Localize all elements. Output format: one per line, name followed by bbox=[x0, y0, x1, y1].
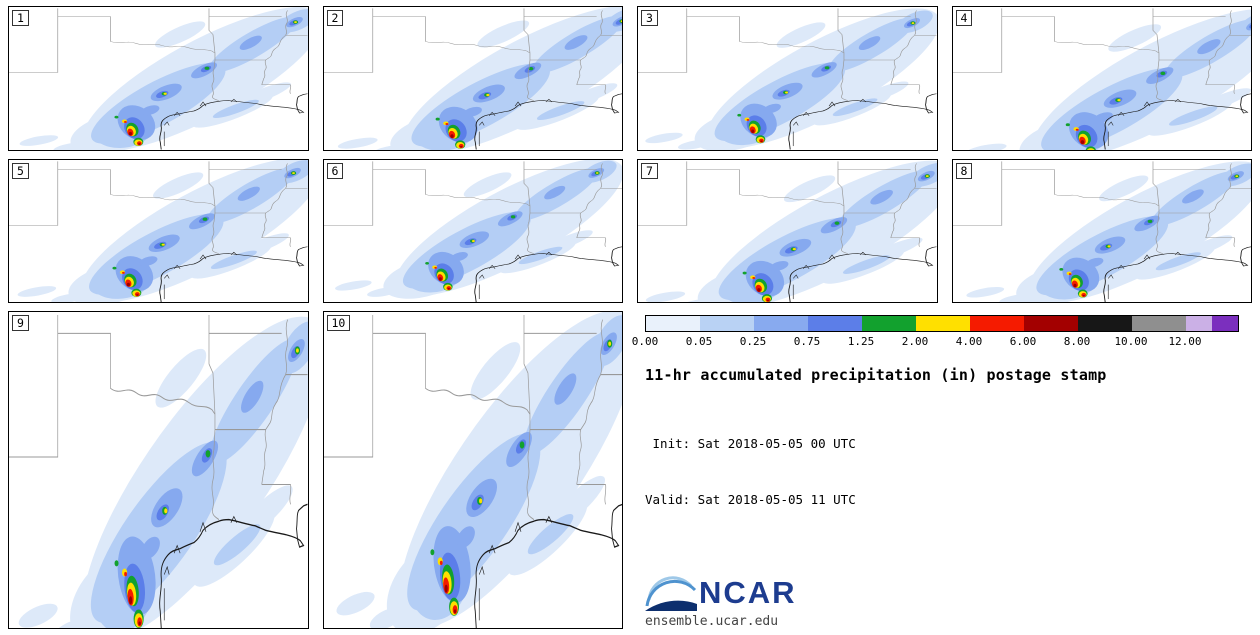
colorbar-tick-labels: 0.00 0.05 0.25 0.75 1.25 2.00 4.00 6.00 8.00 10.0… bbox=[632, 335, 1245, 350]
precip-field bbox=[337, 7, 622, 150]
precip-map bbox=[9, 159, 308, 302]
state-borders bbox=[9, 8, 308, 101]
colorbar-segment bbox=[862, 316, 916, 331]
precip-field bbox=[19, 7, 308, 150]
coastline bbox=[159, 245, 308, 302]
colorbar-tick-label: 2.00 bbox=[901, 335, 929, 348]
colorbar-tick-label: 12.00 bbox=[1168, 335, 1202, 348]
colorbar-tick-label: 8.00 bbox=[1063, 335, 1091, 348]
precip-field bbox=[645, 8, 937, 150]
ncar-logo-text: NCAR bbox=[699, 574, 797, 610]
panel-number: 3 bbox=[641, 10, 658, 26]
panel-number: 10 bbox=[326, 315, 351, 331]
colorbar-tick-label: 0.00 bbox=[631, 335, 659, 348]
panel-number: 9 bbox=[12, 315, 29, 331]
ncar-logo-icon bbox=[645, 576, 697, 611]
colorbar-segment bbox=[916, 316, 970, 331]
precip-map bbox=[952, 160, 1251, 302]
precip-map bbox=[323, 159, 622, 302]
coastline bbox=[159, 503, 308, 628]
precip-map bbox=[9, 315, 308, 628]
colorbar-segment bbox=[1132, 316, 1186, 331]
coastline bbox=[1102, 93, 1251, 150]
coastline bbox=[159, 93, 308, 150]
colorbar: 0.00 0.05 0.25 0.75 1.25 2.00 4.00 6.00 8.00 10.0… bbox=[632, 315, 1252, 350]
forecast-stamp-panel: 9 bbox=[8, 311, 309, 629]
state-borders bbox=[9, 160, 308, 254]
panel-number: 1 bbox=[12, 10, 29, 26]
colorbar-tick-label: 4.00 bbox=[955, 335, 983, 348]
coastline bbox=[473, 503, 622, 628]
init-valid-times: Init: Sat 2018-05-05 00 UTC Valid: Sat 2… bbox=[645, 397, 1252, 547]
state-borders bbox=[323, 8, 622, 101]
colorbar-strip bbox=[645, 315, 1239, 332]
panel-number: 2 bbox=[326, 10, 344, 26]
coastline bbox=[473, 245, 622, 302]
state-borders bbox=[638, 160, 937, 254]
precip-map bbox=[638, 160, 937, 302]
panel-number: 5 bbox=[12, 162, 29, 179]
valid-time: Valid: Sat 2018-05-05 11 UTC bbox=[645, 491, 856, 507]
plot-title: 11-hr accumulated precipitation (in) pos… bbox=[645, 366, 1107, 384]
precip-map bbox=[952, 8, 1251, 150]
colorbar-tick-label: 6.00 bbox=[1009, 335, 1037, 348]
forecast-stamp-panel: 8 bbox=[951, 158, 1252, 303]
colorbar-segment bbox=[1186, 316, 1212, 331]
colorbar-tick-label: 10.00 bbox=[1114, 335, 1148, 348]
precip-field bbox=[18, 316, 308, 628]
colorbar-segment bbox=[700, 316, 754, 331]
forecast-stamp-panel: 6 bbox=[322, 158, 623, 303]
panel-number: 4 bbox=[955, 10, 973, 26]
precip-field bbox=[17, 159, 308, 302]
precip-field bbox=[334, 159, 622, 299]
panel-number: 6 bbox=[326, 162, 344, 179]
forecast-stamp-panel: 3 bbox=[637, 6, 938, 151]
panel-number: 7 bbox=[641, 162, 658, 179]
precip-map bbox=[323, 7, 622, 150]
init-time: Init: Sat 2018-05-05 00 UTC bbox=[645, 435, 856, 451]
colorbar-segment bbox=[808, 316, 862, 331]
colorbar-tick-label: 0.05 bbox=[685, 335, 713, 348]
coastline bbox=[788, 93, 937, 150]
precip-field bbox=[335, 312, 622, 628]
precip-field bbox=[965, 9, 1251, 150]
coastline bbox=[788, 245, 937, 302]
forecast-stamp-panel: 10 bbox=[322, 311, 623, 629]
state-borders bbox=[323, 160, 622, 254]
colorbar-segment bbox=[646, 316, 700, 331]
forecast-stamp-panel: 7 bbox=[637, 158, 938, 303]
forecast-stamp-panel: 5 bbox=[8, 158, 309, 303]
precip-map bbox=[9, 7, 308, 150]
ncar-branding: NCAR ensemble.ucar.edu bbox=[645, 573, 1252, 629]
site-url: ensemble.ucar.edu bbox=[645, 614, 779, 629]
colorbar-segment bbox=[754, 316, 808, 331]
coastline bbox=[1102, 245, 1251, 302]
legend-and-caption: 0.00 0.05 0.25 0.75 1.25 2.00 4.00 6.00 8.00 10.0… bbox=[632, 311, 1252, 629]
forecast-stamp-panel: 2 bbox=[322, 6, 623, 151]
colorbar-tick-label: 0.75 bbox=[793, 335, 821, 348]
colorbar-tick-label: 1.25 bbox=[847, 335, 875, 348]
forecast-stamp-panel: 1 bbox=[8, 6, 309, 151]
precip-field bbox=[645, 160, 937, 302]
precip-field bbox=[965, 160, 1251, 302]
colorbar-segment bbox=[970, 316, 1024, 331]
state-borders bbox=[952, 8, 1251, 101]
state-borders bbox=[9, 315, 308, 521]
state-borders bbox=[323, 315, 622, 521]
state-borders bbox=[952, 160, 1251, 254]
colorbar-segment bbox=[1024, 316, 1078, 331]
coastline bbox=[473, 93, 622, 150]
colorbar-tick-label: 0.25 bbox=[739, 335, 767, 348]
colorbar-segment bbox=[1078, 316, 1132, 331]
panel-number: 8 bbox=[955, 162, 973, 179]
forecast-stamp-panel: 4 bbox=[951, 6, 1252, 151]
state-borders bbox=[638, 8, 937, 101]
precip-map bbox=[638, 8, 937, 150]
precip-map bbox=[323, 312, 622, 628]
colorbar-segment bbox=[1212, 316, 1238, 331]
